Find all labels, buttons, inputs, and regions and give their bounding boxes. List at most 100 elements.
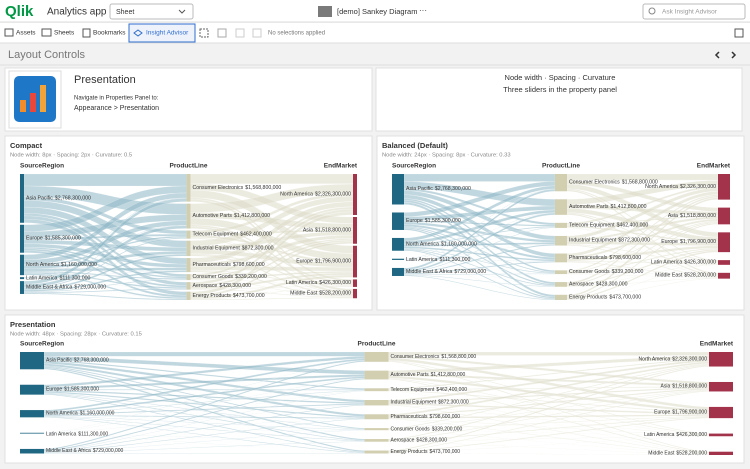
clear-icon[interactable] (252, 28, 262, 38)
node-label: North America $1,160,000,000 (46, 411, 115, 417)
node (709, 451, 733, 455)
dropdown-label: Sheet (116, 9, 134, 16)
insight-button[interactable] (128, 23, 196, 43)
node-name: Europe (26, 236, 43, 242)
forward-icon[interactable] (235, 28, 245, 38)
logo[interactable]: Qlik (5, 3, 34, 20)
node-value-label: $1,160,000,000 (61, 262, 97, 268)
sheet-dropdown[interactable] (109, 3, 194, 20)
assets-button[interactable]: Assets (16, 30, 36, 37)
column-header: ProductLine (358, 341, 396, 348)
node (186, 258, 191, 273)
node (392, 258, 404, 260)
node-value-label: $729,000,000 (454, 269, 486, 275)
select-icon[interactable] (199, 28, 209, 38)
node-label: Europe $1,796,900,000 (661, 240, 716, 246)
node-label: Asia Pacific $2,768,300,000 (46, 358, 109, 364)
node-name: North America (406, 242, 439, 248)
node-label: Europe $1,585,300,000 (26, 236, 81, 242)
node-label: Telecom Equipment $462,400,000 (569, 223, 648, 229)
node-name: Telecom Equipment (569, 223, 615, 229)
intro-title: Presentation (74, 74, 136, 86)
node-label: North America $2,326,300,000 (280, 192, 351, 198)
node-label: North America $1,160,000,000 (26, 262, 97, 268)
node-name: Pharmaceuticals (569, 255, 608, 261)
search-icon (648, 7, 656, 15)
node (718, 272, 730, 279)
node-value-label: $729,000,000 (74, 285, 106, 291)
node-value-label: $473,700,000 (233, 293, 265, 299)
panel-title: Balanced (Default) (382, 141, 448, 150)
search-box[interactable] (642, 3, 746, 20)
node-value-label: $426,300,000 (684, 260, 716, 266)
node-name: Consumer Goods (391, 427, 431, 433)
node-name: Latin America (46, 432, 77, 438)
link (43, 351, 365, 357)
node-value-label: $1,796,900,000 (680, 240, 716, 246)
node-label: Europe $1,796,900,000 (654, 410, 707, 416)
node-name: Latin America (644, 432, 675, 438)
prev-sheet[interactable] (714, 51, 720, 59)
insight-label: Insight Advisor (146, 30, 189, 37)
node-name: Middle East (648, 451, 675, 457)
node-label: Energy Products $473,700,000 (193, 293, 265, 299)
sankey-panels: Compact Node width: 8px · Spacing: 2px · … (4, 135, 745, 464)
node-label: Aerospace $428,300,000 (193, 283, 252, 289)
node-label: Latin America $111,300,000 (46, 432, 108, 438)
node-value-label: $872,300,000 (618, 238, 650, 244)
node-value-label: $2,326,300,000 (315, 192, 351, 198)
node-name: Asia (668, 213, 678, 219)
node-name: Telecom Equipment (391, 387, 436, 393)
more-menu[interactable]: ··· (419, 6, 427, 15)
node-name: Telecom Equipment (193, 232, 239, 238)
node-value-label: $2,768,300,000 (55, 196, 91, 202)
node (364, 428, 389, 431)
node-name: Europe (296, 259, 313, 265)
node (20, 174, 24, 223)
info-line: Three sliders in the property panel (503, 85, 617, 94)
search-placeholder: Ask Insight Advisor (662, 9, 718, 16)
node-label: Middle East $528,200,000 (655, 273, 716, 279)
node-value-label: $462,400,000 (617, 223, 649, 229)
node-label: Energy Products $473,700,000 (391, 449, 461, 455)
node (555, 174, 567, 192)
node-label: Aerospace $428,300,000 (569, 282, 628, 288)
link (43, 378, 365, 452)
node (555, 294, 567, 300)
bookmarks-icon (82, 28, 91, 38)
node-label: Pharmaceuticals $798,600,000 (391, 414, 461, 420)
node-value-label: $428,300,000 (596, 282, 628, 288)
link (23, 279, 187, 293)
node (364, 388, 389, 392)
node-label: Europe $1,796,900,000 (296, 259, 351, 265)
next-sheet[interactable] (731, 51, 737, 59)
grid-icon[interactable] (734, 28, 744, 38)
node-value-label: $111,300,000 (439, 258, 470, 264)
node-name: Middle East (290, 291, 318, 297)
node (186, 274, 191, 281)
node-label: Middle East $528,200,000 (290, 291, 351, 297)
node-value-label: $473,700,000 (429, 449, 460, 455)
intro-card (4, 67, 373, 132)
back-icon[interactable] (217, 28, 227, 38)
node-label: Middle East $528,200,000 (648, 451, 707, 457)
node (186, 174, 191, 202)
node-label: Latin America $426,300,000 (651, 260, 716, 266)
sheets-button[interactable]: Sheets (54, 30, 75, 37)
node-value-label: $2,768,300,000 (74, 358, 109, 364)
bookmarks-button[interactable]: Bookmarks (93, 30, 126, 37)
node-value-label: $339,200,000 (235, 274, 267, 280)
column-header: EndMarket (697, 163, 731, 170)
node-name: Pharmaceuticals (391, 414, 428, 420)
node (709, 352, 733, 367)
node-name: Aerospace (391, 438, 415, 444)
node-value-label: $798,600,000 (429, 414, 460, 420)
node-value-label: $1,568,800,000 (622, 180, 658, 186)
node-label: Latin America $426,300,000 (644, 432, 707, 438)
node-name: Latin America (286, 281, 318, 287)
node-value-label: $1,412,800,000 (611, 204, 647, 210)
info-card (375, 67, 743, 132)
node (364, 439, 389, 442)
node-value-label: $339,200,000 (612, 270, 644, 276)
node-value-label: $111,300,000 (78, 432, 108, 438)
